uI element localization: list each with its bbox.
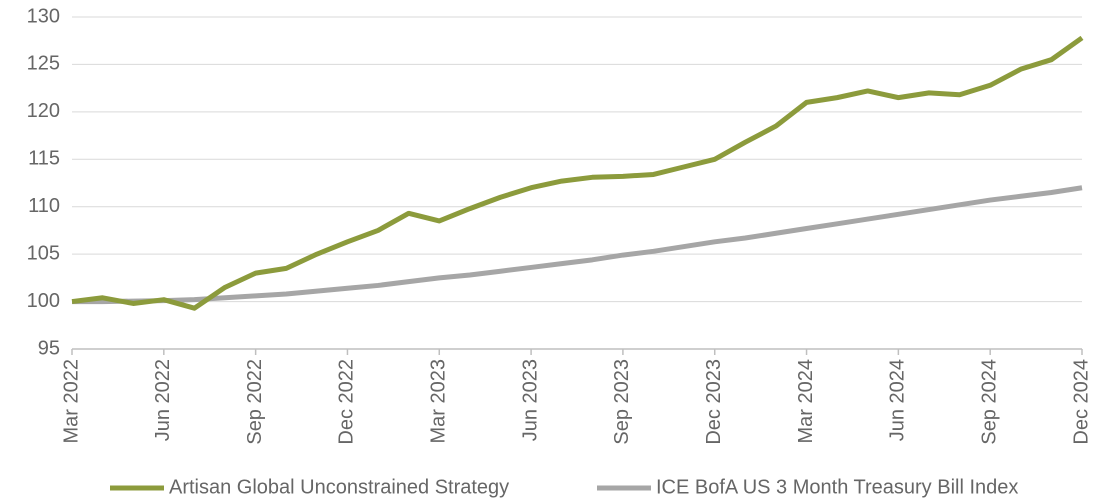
legend-label: Artisan Global Unconstrained Strategy [169,476,509,498]
y-tick-label: 125 [27,53,60,75]
x-tick-label: Dec 2024 [1070,359,1092,445]
x-tick-label: Sep 2024 [978,359,1000,445]
x-tick-label: Mar 2024 [795,359,817,444]
x-tick-label: Mar 2023 [428,359,450,444]
x-tick-label: Sep 2022 [244,359,266,445]
y-tick-label: 100 [27,290,60,312]
series-line [72,185,1083,305]
y-tick-label: 95 [38,337,60,359]
series-line [71,35,1084,311]
x-tick-label: Mar 2022 [60,359,82,444]
x-tick-label: Jun 2024 [887,359,909,441]
y-tick-label: 120 [27,100,60,122]
y-tick-label: 115 [28,148,60,170]
legend-label: ICE BofA US 3 Month Treasury Bill Index [656,476,1018,498]
x-tick-label: Dec 2022 [336,359,358,445]
x-tick-label: Jun 2022 [152,359,174,441]
x-tick-label: Sep 2023 [611,359,633,445]
y-tick-label: 110 [28,195,60,217]
y-tick-label: 105 [27,242,60,264]
x-tick-label: Dec 2023 [703,359,725,445]
y-tick-label: 130 [27,5,60,27]
x-tick-label: Jun 2023 [519,359,541,441]
